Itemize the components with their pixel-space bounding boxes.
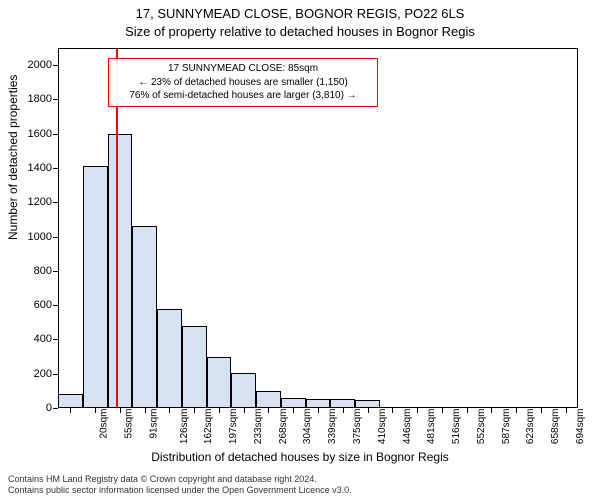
ytick-label: 1400: [14, 162, 52, 174]
chart-subtitle: Size of property relative to detached ho…: [0, 24, 600, 39]
xtick-label: 126sqm: [179, 409, 190, 445]
histogram-bar: [231, 373, 256, 408]
xtick-label: 233sqm: [253, 409, 264, 445]
footer-line1: Contains HM Land Registry data © Crown c…: [8, 474, 592, 485]
xtick-label: 55sqm: [124, 409, 135, 439]
histogram-bar: [157, 309, 182, 408]
annotation-box: 17 SUNNYMEAD CLOSE: 85sqm← 23% of detach…: [108, 58, 378, 107]
xtick-mark: [244, 408, 245, 413]
plot-area: 17 SUNNYMEAD CLOSE: 85sqm← 23% of detach…: [58, 48, 578, 408]
xtick-mark: [491, 408, 492, 413]
xtick-label: 162sqm: [204, 409, 215, 445]
histogram-bar: [108, 134, 133, 408]
ytick-label: 400: [14, 333, 52, 345]
ytick-label: 1600: [14, 128, 52, 140]
xtick-mark: [194, 408, 195, 413]
histogram-bar: [132, 226, 157, 408]
plot-inner: 17 SUNNYMEAD CLOSE: 85sqm← 23% of detach…: [58, 48, 578, 408]
ytick-label: 2000: [14, 59, 52, 71]
ytick-mark: [53, 305, 58, 306]
histogram-bar: [256, 391, 281, 408]
xtick-label: 587sqm: [501, 409, 512, 445]
ytick-mark: [53, 65, 58, 66]
xtick-label: 694sqm: [575, 409, 586, 445]
xtick-mark: [318, 408, 319, 413]
axis-left: [58, 48, 59, 408]
chart-container: 17, SUNNYMEAD CLOSE, BOGNOR REGIS, PO22 …: [0, 0, 600, 500]
xtick-label: 481sqm: [426, 409, 437, 445]
ytick-mark: [53, 202, 58, 203]
ytick-mark: [53, 408, 58, 409]
xtick-label: 623sqm: [525, 409, 536, 445]
xtick-label: 20sqm: [99, 409, 110, 439]
ytick-mark: [53, 271, 58, 272]
xtick-mark: [293, 408, 294, 413]
ytick-label: 200: [14, 368, 52, 380]
xtick-mark: [417, 408, 418, 413]
xtick-mark: [145, 408, 146, 413]
xtick-mark: [343, 408, 344, 413]
ytick-mark: [53, 134, 58, 135]
ytick-label: 0: [14, 402, 52, 414]
histogram-bar: [182, 326, 207, 408]
axis-right: [577, 48, 578, 408]
ytick-mark: [53, 374, 58, 375]
xtick-label: 339sqm: [327, 409, 338, 445]
xtick-label: 375sqm: [352, 409, 363, 445]
ytick-label: 1200: [14, 196, 52, 208]
xtick-label: 516sqm: [451, 409, 462, 445]
histogram-bar: [58, 394, 83, 408]
ytick-label: 1800: [14, 93, 52, 105]
xtick-label: 268sqm: [278, 409, 289, 445]
xtick-label: 197sqm: [228, 409, 239, 445]
ytick-mark: [53, 168, 58, 169]
xtick-label: 446sqm: [402, 409, 413, 445]
xtick-mark: [368, 408, 369, 413]
x-axis-label: Distribution of detached houses by size …: [0, 450, 600, 464]
xtick-mark: [442, 408, 443, 413]
ytick-label: 600: [14, 299, 52, 311]
xtick-label: 91sqm: [148, 409, 159, 439]
axis-top: [58, 48, 578, 49]
xtick-mark: [120, 408, 121, 413]
xtick-label: 658sqm: [550, 409, 561, 445]
xtick-mark: [566, 408, 567, 413]
histogram-bar: [83, 166, 108, 408]
ytick-mark: [53, 339, 58, 340]
annotation-line: 76% of semi-detached houses are larger (…: [115, 89, 371, 103]
annotation-line: ← 23% of detached houses are smaller (1,…: [115, 76, 371, 90]
footer-line2: Contains public sector information licen…: [8, 485, 592, 496]
ytick-mark: [53, 237, 58, 238]
xtick-mark: [516, 408, 517, 413]
chart-title: 17, SUNNYMEAD CLOSE, BOGNOR REGIS, PO22 …: [0, 6, 600, 21]
xtick-mark: [467, 408, 468, 413]
xtick-mark: [268, 408, 269, 413]
xtick-label: 410sqm: [377, 409, 388, 445]
xtick-label: 552sqm: [476, 409, 487, 445]
xtick-mark: [392, 408, 393, 413]
xtick-mark: [219, 408, 220, 413]
annotation-line: 17 SUNNYMEAD CLOSE: 85sqm: [115, 62, 371, 76]
footer-attribution: Contains HM Land Registry data © Crown c…: [8, 474, 592, 497]
xtick-mark: [70, 408, 71, 413]
xtick-mark: [95, 408, 96, 413]
ytick-label: 1000: [14, 231, 52, 243]
ytick-mark: [53, 99, 58, 100]
xtick-mark: [169, 408, 170, 413]
xtick-mark: [541, 408, 542, 413]
histogram-bar: [207, 357, 232, 408]
xtick-label: 304sqm: [303, 409, 314, 445]
ytick-label: 800: [14, 265, 52, 277]
